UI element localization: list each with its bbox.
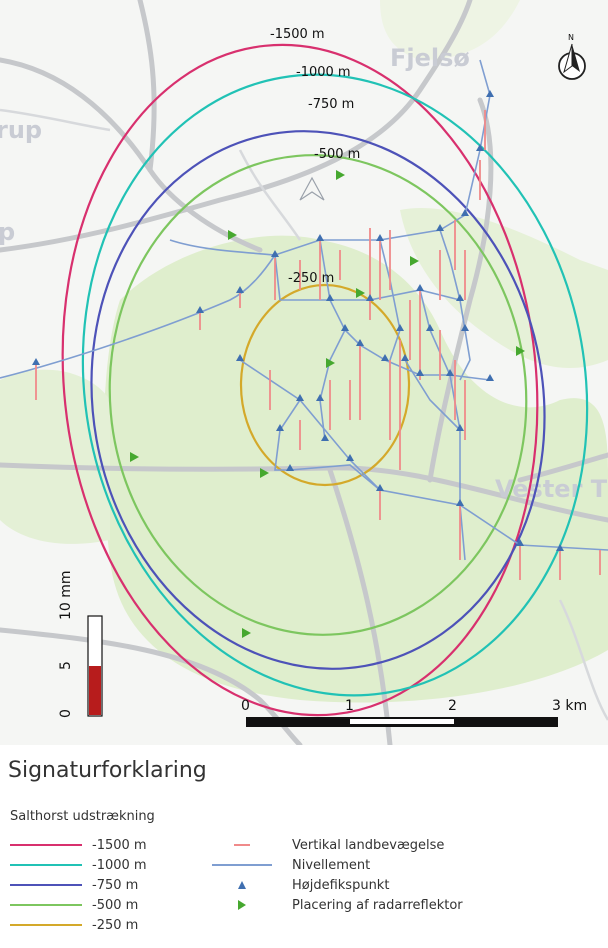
colorbar: 0 5 10 mm — [58, 570, 103, 718]
benchmark-points — [32, 90, 564, 551]
legend-label-leveling: Nivellement — [292, 857, 371, 873]
legend-swatch-500 — [10, 904, 82, 906]
map-canvas: Fjelsø rup p Vester T — [0, 0, 608, 745]
vertical-motion-bars — [35, 110, 601, 580]
legend-title: Signaturforklaring — [8, 758, 207, 783]
contour-750 — [90, 130, 546, 670]
legend-label-1500: -1500 m — [92, 837, 147, 853]
contour-label-1500: -1500 m — [270, 27, 325, 42]
legend-vertical-motion: Vertikal landbevægelse — [212, 836, 444, 854]
scale-tick-2: 2 — [448, 698, 457, 714]
legend-label-1000: -1000 m — [92, 857, 147, 873]
colorbar-fill — [89, 666, 101, 715]
legend-contour-750: -750 m — [10, 876, 138, 894]
contour-250 — [239, 283, 411, 487]
legend-contour-1000: -1000 m — [10, 856, 147, 874]
legend-subtitle: Salthorst udstrækning — [10, 809, 155, 824]
contour-label-500: -500 m — [314, 147, 360, 162]
north-arrow-icon: N — [558, 33, 586, 80]
legend: Signaturforklaring Salthorst udstrækning… — [0, 748, 608, 948]
legend-leveling: Nivellement — [212, 856, 370, 874]
place-name-rup: rup — [0, 116, 42, 144]
svg-text:N: N — [568, 33, 574, 42]
vertical-motion-line-icon — [212, 837, 272, 853]
contour-label-750: -750 m — [308, 97, 354, 112]
map[interactable]: Fjelsø rup p Vester T — [0, 0, 608, 745]
forest-area-west — [0, 369, 110, 544]
forest-area-north-east — [400, 208, 608, 369]
legend-radar-reflector: Placering af radarreflektor — [212, 896, 463, 914]
scale-tick-1: 1 — [345, 698, 354, 714]
legend-contour-250: -250 m — [10, 916, 138, 934]
map-arrow-symbol — [299, 176, 325, 201]
contour-label-250: -250 m — [288, 271, 334, 286]
scale-tick-0: 0 — [241, 698, 250, 714]
lake-area — [380, 0, 520, 60]
legend-label-750: -750 m — [92, 877, 139, 893]
legend-label-radar-reflector: Placering af radarreflektor — [292, 897, 463, 913]
colorbar-tick-5: 5 — [58, 661, 74, 670]
contour-label-1000: -1000 m — [296, 65, 351, 80]
benchmark-triangle-icon — [212, 877, 272, 893]
scale-bar: 0 1 2 3 km — [241, 698, 587, 727]
legend-label-500: -500 m — [92, 897, 139, 913]
legend-label-vertical-motion: Vertikal landbevægelse — [292, 837, 445, 853]
legend-swatch-250 — [10, 924, 82, 926]
minor-roads — [0, 108, 608, 721]
legend-swatch-1500 — [10, 844, 82, 846]
legend-contour-1500: -1500 m — [10, 836, 147, 854]
contour-1000 — [81, 73, 589, 697]
leveling-line-icon — [212, 857, 272, 873]
contour-500 — [108, 154, 528, 636]
place-name-p: p — [0, 218, 15, 246]
scale-tick-3km: 3 km — [552, 698, 587, 714]
radar-reflector-flag-icon — [212, 897, 272, 913]
radar-reflectors — [130, 170, 525, 638]
place-name-fjelso: Fjelsø — [390, 44, 470, 72]
legend-label-250: -250 m — [92, 917, 139, 933]
legend-label-benchmark: Højdefikspunkt — [292, 877, 390, 893]
legend-contour-500: -500 m — [10, 896, 138, 914]
salt-dome-contours — [61, 43, 589, 717]
colorbar-unit: 10 mm — [58, 570, 74, 620]
legend-swatch-750 — [10, 884, 82, 886]
colorbar-tick-0: 0 — [58, 709, 74, 718]
contour-1500 — [61, 43, 539, 717]
legend-benchmark: Højdefikspunkt — [212, 876, 389, 894]
legend-swatch-1000 — [10, 864, 82, 866]
